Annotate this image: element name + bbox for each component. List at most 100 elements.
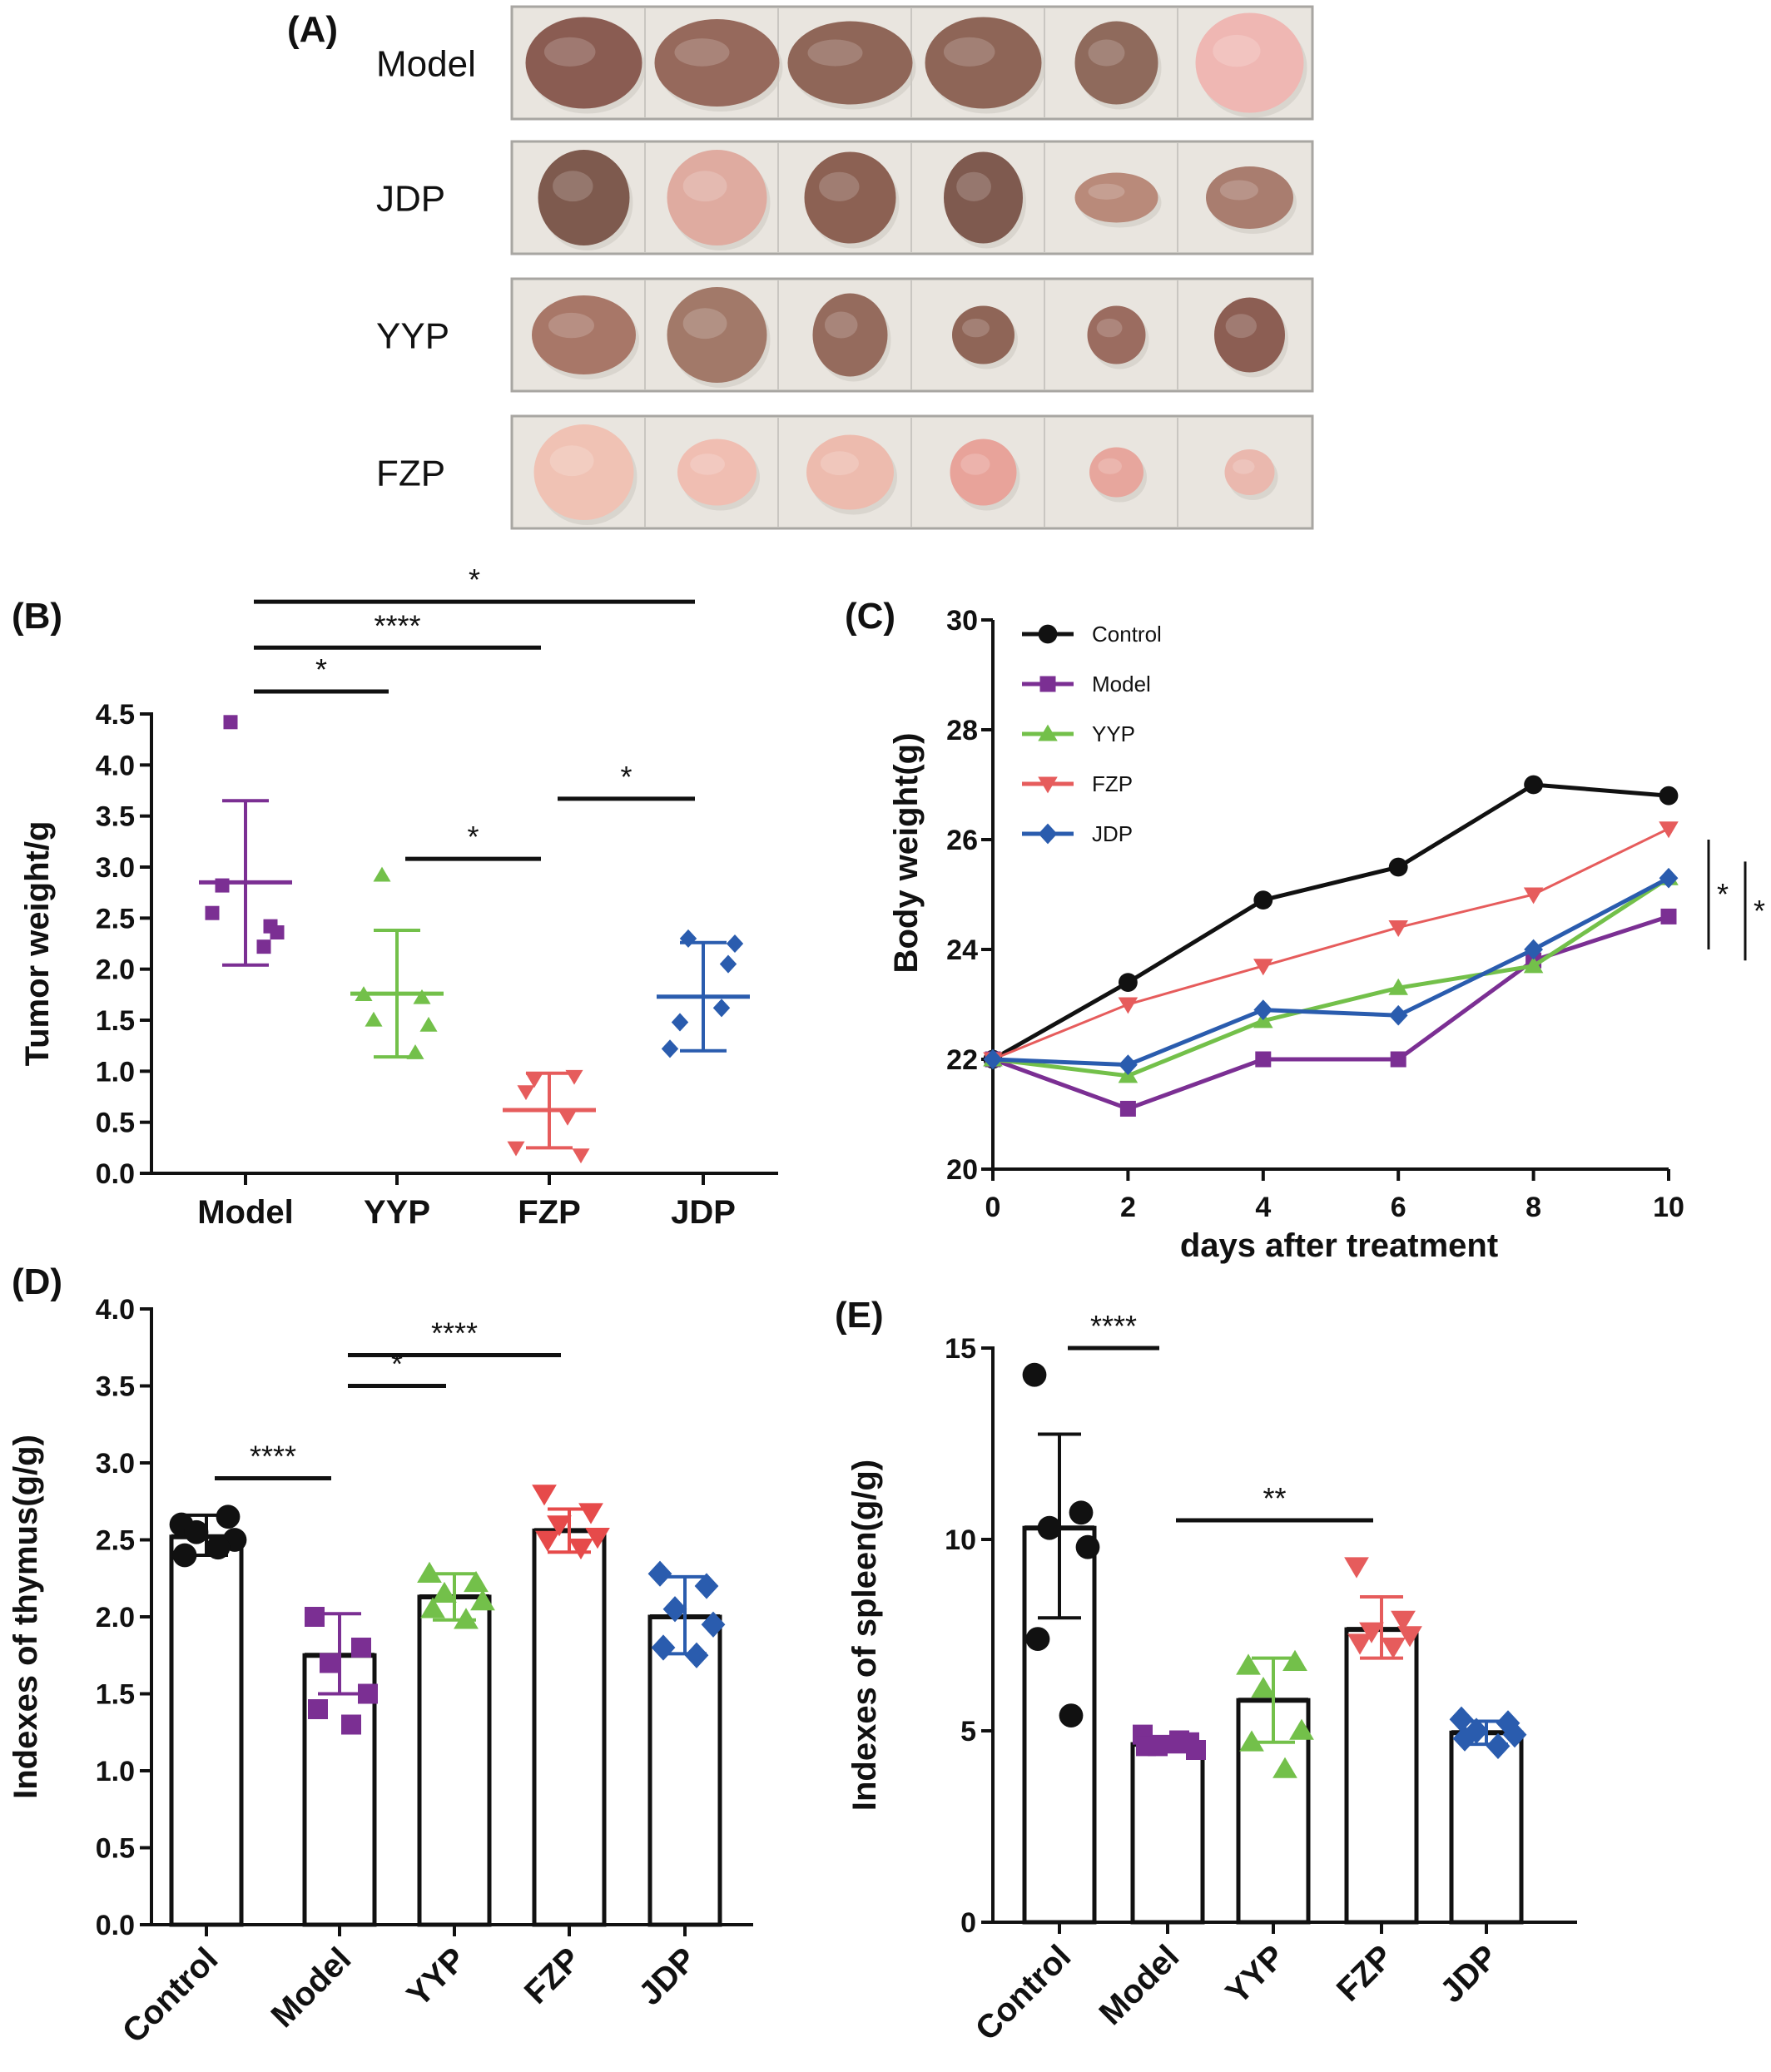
data-point	[1502, 1722, 1527, 1748]
row-label-fzp: FZP	[376, 454, 445, 494]
x-tick-label: 4	[1255, 1192, 1271, 1223]
tumor-highlight	[807, 39, 863, 67]
data-point	[1388, 857, 1408, 877]
data-point	[1253, 890, 1273, 910]
data-point	[1239, 1730, 1264, 1752]
data-point	[701, 1611, 726, 1638]
data-point	[206, 1535, 231, 1560]
significance-label: **	[1263, 1481, 1286, 1515]
data-point	[351, 1638, 371, 1658]
data-point	[1388, 920, 1408, 937]
data-point	[647, 1560, 672, 1587]
tumor-highlight	[1225, 314, 1258, 339]
data-point	[1449, 1706, 1474, 1732]
data-point	[417, 1561, 442, 1583]
tumor-highlight	[674, 38, 730, 67]
series-line-jdp	[992, 875, 1670, 1068]
data-point	[1236, 1653, 1261, 1675]
y-tick-label: 3.0	[96, 852, 135, 884]
data-point	[558, 1110, 577, 1126]
bar	[417, 1594, 492, 1927]
y-tick-label: 4.0	[96, 750, 135, 781]
data-point	[1282, 1649, 1307, 1671]
tumor-highlight	[962, 318, 990, 338]
tumor-highlight	[956, 171, 991, 201]
data-point	[454, 1608, 479, 1629]
data-point	[1169, 1730, 1189, 1751]
data-point	[661, 1039, 679, 1058]
data-point	[679, 929, 697, 948]
significance-label: *	[1754, 894, 1765, 928]
tumor-highlight	[1088, 183, 1125, 200]
x-tick-label: 10	[1653, 1192, 1684, 1223]
tumor-sample	[944, 151, 1023, 244]
data-point	[216, 1504, 241, 1529]
tumor-highlight	[543, 37, 596, 67]
data-point	[320, 1653, 340, 1673]
data-point	[205, 905, 220, 920]
y-axis-title: Indexes of thymus(g/g)	[7, 1435, 44, 1799]
tumor-highlight	[819, 171, 860, 201]
legend-marker	[1038, 776, 1058, 794]
data-point	[547, 1515, 572, 1537]
data-point	[694, 1573, 719, 1599]
y-tick-label: 0	[960, 1907, 976, 1939]
data-point	[432, 1581, 457, 1604]
bar	[169, 1534, 244, 1927]
tumor-highlight	[548, 312, 594, 339]
x-tick-label: JDP	[671, 1194, 736, 1231]
data-point	[1069, 1500, 1094, 1525]
data-point	[1119, 1054, 1138, 1075]
data-point	[726, 934, 744, 954]
legend-label: Model	[1092, 672, 1151, 696]
bar	[1130, 1742, 1205, 1925]
tumor-highlight	[690, 454, 725, 475]
tumor-sample	[812, 293, 888, 377]
data-point	[983, 1048, 1003, 1070]
x-tick-label: Model	[1093, 1938, 1187, 2032]
data-point	[517, 1085, 535, 1101]
data-point	[1659, 821, 1679, 839]
data-point	[305, 1607, 325, 1627]
y-tick-label: 1.0	[96, 1756, 135, 1787]
data-point	[420, 1597, 445, 1618]
tumor-highlight	[960, 454, 990, 475]
data-point	[1486, 1732, 1511, 1759]
row-label-yyp: YYP	[376, 316, 449, 357]
legend-label: YYP	[1092, 721, 1135, 746]
y-tick-label: 0.0	[96, 1158, 135, 1190]
tumor-highlight	[682, 171, 727, 202]
tumor-sample	[1224, 449, 1275, 495]
data-point	[1523, 887, 1544, 905]
x-tick-label: YYP	[400, 1941, 474, 2014]
legend-label: JDP	[1092, 821, 1133, 846]
significance-label: *	[391, 1347, 403, 1381]
y-tick-label: 2.5	[96, 1525, 135, 1557]
tumor-sample	[1074, 172, 1158, 223]
tumor-sample	[806, 434, 894, 510]
x-tick-label: Control	[116, 1941, 226, 2050]
x-tick-label: Model	[197, 1194, 294, 1231]
panel-label: (C)	[845, 596, 895, 637]
x-tick-label: 6	[1391, 1192, 1406, 1223]
tumor-highlight	[1096, 318, 1123, 338]
series-line-yyp	[992, 876, 1670, 1078]
tumor-highlight	[1088, 39, 1125, 67]
legend-label: Control	[1092, 622, 1162, 647]
data-point	[1037, 1515, 1062, 1540]
tumor-highlight	[824, 311, 858, 339]
data-point	[578, 1503, 603, 1524]
x-tick-label: FZP	[518, 1941, 588, 2011]
data-point	[1059, 1703, 1084, 1727]
data-point	[1253, 999, 1273, 1020]
x-tick-label: JDP	[632, 1941, 703, 2012]
data-point	[365, 1011, 383, 1027]
data-point	[256, 939, 271, 954]
x-tick-label: 8	[1525, 1192, 1541, 1223]
data-point	[1025, 1627, 1050, 1651]
data-point	[1119, 973, 1138, 992]
tumor-sample	[1206, 166, 1293, 229]
bar	[532, 1528, 607, 1927]
panel-a-tumor-photos: (A) Model JDP YYP FZP	[287, 5, 1314, 530]
